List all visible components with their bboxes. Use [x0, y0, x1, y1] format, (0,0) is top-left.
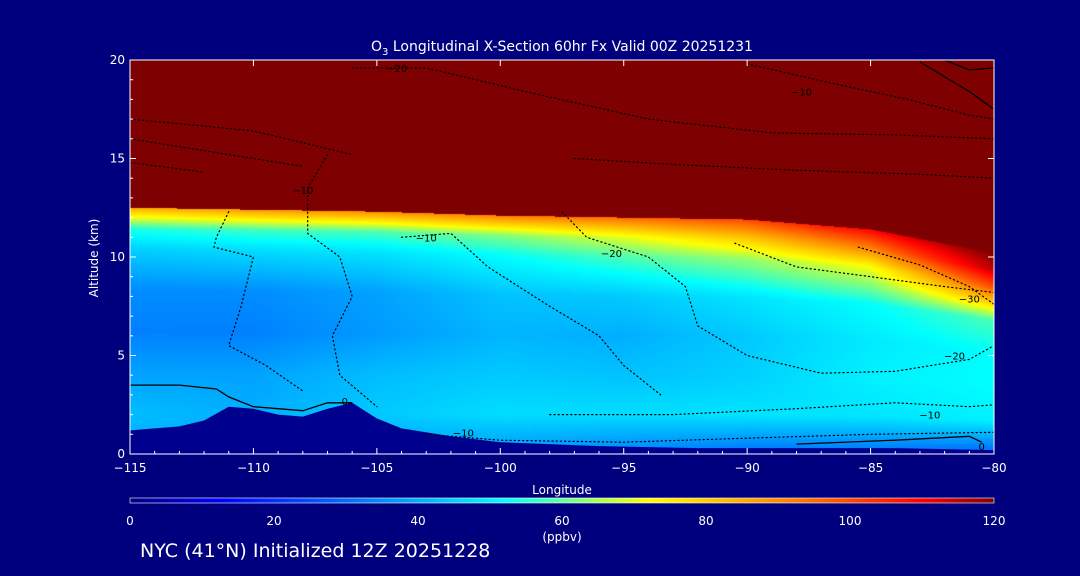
contour-line-dotted	[130, 138, 304, 167]
colorbar-tick-label: 0	[126, 514, 134, 528]
x-tick-label: −90	[734, 461, 759, 475]
contour-label: −20	[944, 352, 965, 363]
colorbar-gradient	[129, 497, 995, 504]
chart-title-subscript: 3	[382, 47, 388, 58]
colorbar-tick-label: 100	[839, 514, 862, 528]
contour-label: −20	[386, 64, 407, 75]
x-axis-label: Longitude	[532, 483, 592, 497]
ozone-field-heatmap	[130, 60, 994, 454]
contour-label: −10	[791, 88, 812, 99]
contour-line-dotted	[549, 402, 994, 416]
contour-line-dotted	[734, 242, 994, 294]
y-axis-label: Altitude (km)	[87, 219, 101, 298]
x-tick-label: −95	[611, 461, 636, 475]
contour-line-dotted	[400, 232, 662, 396]
contour-line-dotted	[307, 154, 378, 408]
x-tick-label: −115	[114, 461, 147, 475]
colorbar-tick-label: 60	[554, 514, 569, 528]
contour-line-dotted	[573, 157, 994, 179]
plot-area: −20 −10 −10 −10 −20 −30 −20 −10 −10 0 0	[129, 59, 995, 455]
contour-label: −30	[959, 294, 980, 305]
y-axis: 0 5 10 15 20	[110, 53, 994, 461]
chart-title-prefix: O	[371, 39, 382, 55]
y-tick-label: 20	[110, 53, 125, 67]
contour-label: 0	[979, 442, 985, 453]
chart-title: O3 Longitudinal X-Section 60hr Fx Valid …	[371, 39, 753, 58]
contour-line-dotted	[351, 67, 994, 140]
contour-line-solid	[796, 435, 982, 445]
x-tick-label: −80	[981, 461, 1006, 475]
colorbar-tick-label: 80	[698, 514, 713, 528]
colorbar-tick-label: 40	[410, 514, 425, 528]
x-tick-label: −110	[237, 461, 270, 475]
contour-label: −10	[416, 233, 437, 244]
contour-label: −10	[919, 411, 940, 422]
contour-line-dotted	[746, 63, 994, 120]
y-tick-label: 5	[117, 349, 125, 363]
colorbar: 0 20 40 60 80 100 120 (ppbv)	[126, 497, 1005, 544]
contour-label: 0	[342, 397, 348, 408]
contour-line-dotted	[213, 211, 304, 392]
contour-label: −20	[601, 249, 622, 260]
x-tick-label: −85	[858, 461, 883, 475]
contour-label: −10	[453, 428, 474, 439]
chart-title-rest: Longitudinal X-Section 60hr Fx Valid 00Z…	[388, 39, 753, 55]
terrain	[130, 402, 994, 454]
contour-line-solid	[919, 61, 994, 110]
contour-label-layer: −20 −10 −10 −10 −20 −30 −20 −10 −10 0 0	[292, 64, 985, 453]
contour-line-solid	[130, 384, 353, 412]
contour-line-dotted	[130, 161, 205, 173]
x-tick-label: −105	[360, 461, 393, 475]
contour-line-dotted	[561, 211, 994, 374]
colorbar-ticks: 0 20 40 60 80 100 120	[126, 514, 1005, 528]
contour-line-solid	[944, 60, 994, 71]
contour-layer	[130, 60, 994, 445]
y-tick-label: 15	[110, 152, 125, 166]
y-tick-label: 0	[117, 447, 125, 461]
colorbar-unit-label: (ppbv)	[542, 530, 581, 544]
terrain-layer	[130, 402, 994, 454]
y-tick-label: 10	[110, 250, 125, 264]
contour-label: −10	[292, 186, 313, 197]
x-tick-label: −100	[484, 461, 517, 475]
colorbar-tick-label: 120	[983, 514, 1006, 528]
colorbar-tick-label: 20	[266, 514, 281, 528]
x-axis: −115 −110 −105 −100 −95 −90 −85 −80	[114, 60, 1007, 475]
initialization-caption: NYC (41°N) Initialized 12Z 20251228	[140, 540, 491, 562]
